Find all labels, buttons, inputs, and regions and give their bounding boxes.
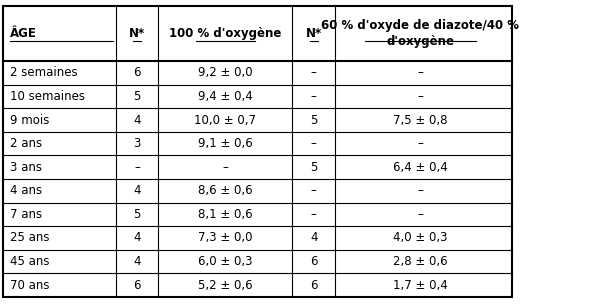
Text: 7,5 ± 0,8: 7,5 ± 0,8: [393, 114, 448, 127]
Text: 2 ans: 2 ans: [10, 137, 42, 150]
Text: –: –: [417, 208, 423, 221]
Text: 10,0 ± 0,7: 10,0 ± 0,7: [194, 114, 256, 127]
Text: –: –: [311, 66, 317, 80]
Text: –: –: [311, 137, 317, 150]
Text: 1,7 ± 0,4: 1,7 ± 0,4: [393, 278, 448, 292]
Text: 45 ans: 45 ans: [10, 255, 49, 268]
Text: 7,3 ± 0,0: 7,3 ± 0,0: [198, 231, 253, 244]
Text: –: –: [222, 161, 228, 174]
Text: 7 ans: 7 ans: [10, 208, 42, 221]
Text: 3: 3: [133, 137, 141, 150]
Text: –: –: [417, 90, 423, 103]
Text: 4: 4: [133, 184, 141, 197]
Text: –: –: [134, 161, 140, 174]
Text: 6: 6: [133, 66, 141, 80]
Text: N*: N*: [129, 27, 145, 40]
Text: 2 semaines: 2 semaines: [10, 66, 77, 80]
Text: –: –: [417, 184, 423, 197]
Text: 4: 4: [133, 231, 141, 244]
Text: –: –: [311, 208, 317, 221]
Text: 4,0 ± 0,3: 4,0 ± 0,3: [393, 231, 448, 244]
Text: 5: 5: [310, 161, 317, 174]
Text: 4: 4: [133, 114, 141, 127]
Text: ÂGE: ÂGE: [10, 27, 37, 40]
Text: –: –: [311, 184, 317, 197]
Text: 6,0 ± 0,3: 6,0 ± 0,3: [198, 255, 253, 268]
Text: N*: N*: [306, 27, 322, 40]
Text: 8,1 ± 0,6: 8,1 ± 0,6: [198, 208, 253, 221]
Text: 70 ans: 70 ans: [10, 278, 49, 292]
Text: 5: 5: [133, 90, 141, 103]
Text: 6: 6: [133, 278, 141, 292]
Text: 25 ans: 25 ans: [10, 231, 49, 244]
Text: 5: 5: [310, 114, 317, 127]
Text: 3 ans: 3 ans: [10, 161, 42, 174]
Text: 6: 6: [310, 255, 317, 268]
Text: 9 mois: 9 mois: [10, 114, 49, 127]
Text: 4 ans: 4 ans: [10, 184, 42, 197]
Text: –: –: [417, 66, 423, 80]
Text: 5,2 ± 0,6: 5,2 ± 0,6: [198, 278, 253, 292]
Text: 9,1 ± 0,6: 9,1 ± 0,6: [198, 137, 253, 150]
Text: 60 % d'oxyde de diazote/40 %
d'oxygène: 60 % d'oxyde de diazote/40 % d'oxygène: [321, 19, 519, 48]
Text: 5: 5: [133, 208, 141, 221]
Text: 9,4 ± 0,4: 9,4 ± 0,4: [198, 90, 253, 103]
Text: 8,6 ± 0,6: 8,6 ± 0,6: [198, 184, 253, 197]
Text: 6,4 ± 0,4: 6,4 ± 0,4: [393, 161, 448, 174]
Text: –: –: [311, 90, 317, 103]
Text: 2,8 ± 0,6: 2,8 ± 0,6: [393, 255, 448, 268]
Text: 6: 6: [310, 278, 317, 292]
Text: 10 semaines: 10 semaines: [10, 90, 85, 103]
Text: –: –: [417, 137, 423, 150]
Text: 4: 4: [310, 231, 317, 244]
Text: 4: 4: [133, 255, 141, 268]
Text: 100 % d'oxygène: 100 % d'oxygène: [169, 27, 281, 40]
Text: 9,2 ± 0,0: 9,2 ± 0,0: [198, 66, 253, 80]
